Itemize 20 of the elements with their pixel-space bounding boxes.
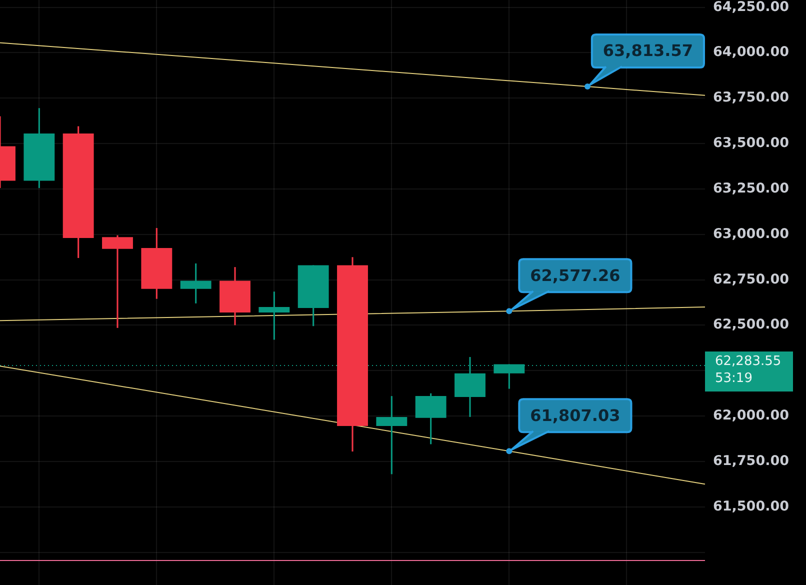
ref-line-label: 62,283.55 [715,354,782,369]
y-tick-label: 63,250.00 [713,180,790,196]
candlestick [102,235,133,328]
y-tick-label: 61,500.00 [713,498,790,514]
data-label: 61,807.03 [530,406,620,425]
y-tick-label: 64,250.00 [713,0,790,15]
point [584,84,590,90]
y-tick-label: 62,000.00 [713,408,790,424]
data-label: 62,577.26 [530,266,620,285]
point [506,448,512,454]
text: 53:19 [715,370,752,386]
y-tick-label: 64,000.00 [713,44,790,60]
y-tick-label: 61,750.00 [713,452,790,469]
y-tick-label: 63,000.00 [713,226,790,242]
y-tick-label: 63,500.00 [713,135,790,152]
y-tick-label: 62,750.00 [713,271,790,288]
y-tick-label: 62,500.00 [713,316,790,333]
point [506,308,512,314]
y-tick-label: 63,750.00 [713,90,790,106]
data-label: 63,813.57 [602,41,694,60]
